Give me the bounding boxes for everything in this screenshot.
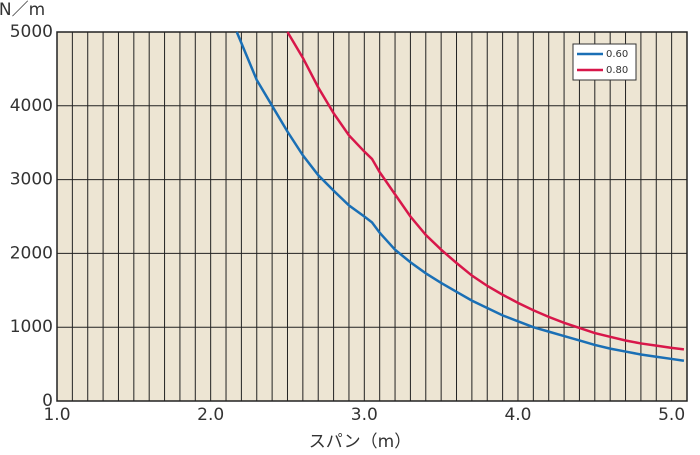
x-tick-label: 3.0: [351, 405, 378, 425]
x-tick-label: 1.0: [43, 405, 70, 425]
y-tick-label: 0: [42, 391, 53, 411]
legend-box: [572, 43, 637, 81]
x-tick-label: 5.0: [658, 405, 685, 425]
x-tick-label: 2.0: [197, 405, 224, 425]
y-tick-label: 2000: [10, 243, 53, 263]
legend-label: 0.80: [606, 65, 628, 76]
y-tick-label: 5000: [10, 22, 53, 42]
x-axis-label: スパン（m）: [309, 432, 411, 452]
y-tick-label: 3000: [10, 170, 53, 190]
y-tick-label: 1000: [10, 317, 53, 337]
data-line: [235, 31, 685, 363]
y-axis-label: N／m: [0, 0, 45, 20]
plot-area: [56, 31, 688, 402]
legend-label: 0.60: [606, 49, 628, 60]
y-tick-label: 4000: [10, 96, 53, 116]
data-line: [286, 31, 685, 351]
x-tick-label: 4.0: [504, 405, 531, 425]
